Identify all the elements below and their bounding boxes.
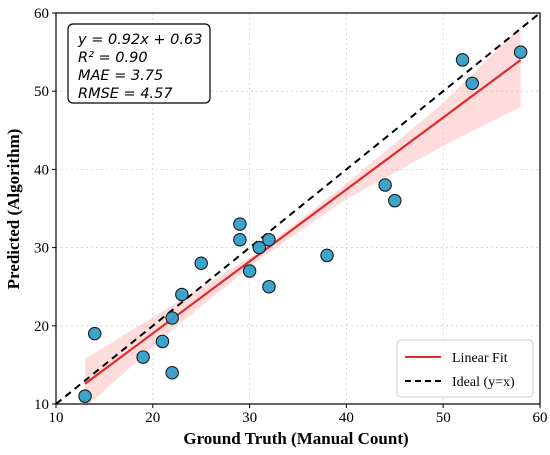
stats-r2: R² = 0.90: [78, 50, 148, 66]
data-point: [165, 311, 179, 325]
stats-rmse: RMSE = 4.57: [78, 86, 173, 102]
stats-equation: y = 0.92x + 0.63: [77, 32, 202, 48]
data-point: [242, 264, 257, 278]
ticks-layer: 10 20 30 40 50 60 10 20 30 40 50 60: [34, 6, 548, 426]
data-point: [155, 334, 170, 349]
y-tick-label: 20: [34, 319, 49, 335]
data-point: [136, 350, 150, 364]
x-axis-title: Ground Truth (Manual Count): [183, 429, 408, 448]
data-point: [320, 248, 334, 263]
stats-mae: MAE = 3.75: [78, 68, 163, 84]
data-point: [87, 326, 102, 341]
ideal-line: [55, 12, 541, 405]
data-point: [262, 233, 276, 247]
lines-layer: [55, 12, 541, 405]
data-point: [378, 178, 392, 192]
y-tick-label: 50: [34, 84, 49, 100]
plot-frame: [55, 12, 541, 405]
data-point: [233, 217, 247, 231]
data-point: [175, 287, 189, 302]
legend-ideal-label: Ideal (y=x): [452, 375, 515, 390]
y-tick-label: 40: [34, 162, 49, 178]
stats-box-frame: [67, 23, 211, 104]
y-tick-label: 30: [34, 241, 49, 257]
x-tick-label: 60: [533, 410, 548, 426]
points-layer: [78, 45, 528, 403]
data-point: [465, 76, 479, 91]
data-point: [455, 53, 470, 67]
x-tick-label: 30: [242, 410, 257, 426]
data-point: [233, 233, 247, 247]
data-point: [165, 365, 179, 380]
y-axis-title: Predicted (Algorithm): [4, 129, 23, 290]
linear-fit-line: [84, 59, 522, 385]
data-point: [252, 240, 267, 255]
data-point: [262, 279, 276, 294]
data-point: [513, 45, 528, 59]
legend-frame: [396, 339, 534, 398]
x-tick-label: 10: [49, 410, 64, 426]
data-point: [194, 256, 208, 270]
x-tick-label: 40: [339, 410, 354, 426]
x-tick-label: 20: [145, 410, 160, 426]
y-tick-label: 10: [34, 397, 49, 413]
stats-box: y = 0.92x + 0.63 R² = 0.90 MAE = 3.75 RM…: [67, 23, 211, 104]
y-tick-label: 60: [34, 6, 49, 22]
legend: Linear Fit Ideal (y=x): [396, 339, 534, 398]
x-tick-label: 50: [436, 410, 451, 426]
data-point: [388, 193, 402, 208]
data-point: [78, 389, 92, 403]
legend-linear-fit-label: Linear Fit: [452, 351, 508, 366]
